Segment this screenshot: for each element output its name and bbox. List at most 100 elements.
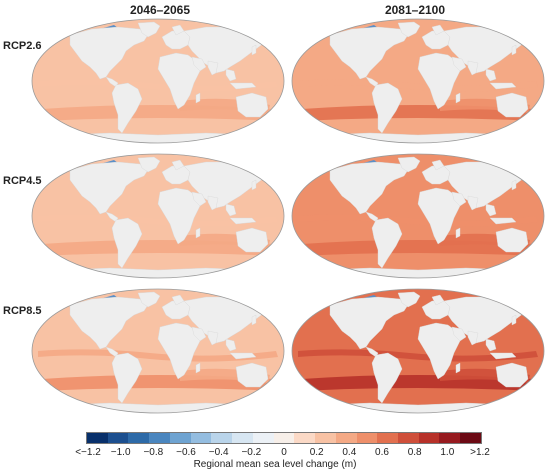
land-southAmerica [371,217,403,269]
colorbar-tick-label: −0.8 [143,447,164,458]
land-seAsia [225,338,237,352]
land-madagascar [455,362,461,374]
land-india [467,60,479,76]
land-southAmerica [111,352,143,404]
ocean-anomaly-band [38,214,278,227]
column-title-2081-2100: 2081–2100 [384,3,446,17]
colorbar-tick-label: 0.6 [375,447,389,458]
land-seAsia [485,338,497,352]
land-greenland [137,21,161,38]
land-newZealand [271,112,277,124]
land-india [207,60,219,76]
colorbar-segment [439,433,461,443]
land-northAmerica [69,26,149,80]
map-rcp85-2081-2100 [290,287,546,415]
row-title-rcp45: RCP4.5 [3,175,42,187]
colorbar-segment [418,433,440,443]
colorbar-segment [149,433,170,443]
land-indonesia [229,82,257,90]
land-southAmerica [371,82,403,134]
colorbar-tick-label: >1.2 [470,447,490,458]
land-india [207,330,219,346]
colorbar-segment [87,433,108,443]
map-rcp85-2046-2065 [30,287,286,415]
land-japan [511,44,517,56]
colorbar-segment [169,433,191,443]
land-japan [251,44,257,56]
colorbar-segment [377,433,399,443]
land-northAmerica [69,161,149,215]
land-greenland [397,156,421,173]
map-rcp45-2081-2100 [290,152,546,280]
colorbar-tick-label: <−1.2 [75,447,101,458]
land-africa [157,52,201,110]
map-rcp26-2081-2100 [290,17,546,145]
land-northAmerica [329,296,409,350]
map-outline [291,288,545,414]
colorbar-segment [128,433,150,443]
land-indonesia [489,82,517,90]
land-australia [235,227,269,253]
land-australia [495,227,529,253]
map-outline [31,288,285,414]
land-africa [157,322,201,380]
row-title-rcp85: RCP8.5 [3,305,42,317]
land-seAsia [225,68,237,82]
land-australia [495,362,529,388]
land-southAmerica [111,217,143,269]
land-india [207,195,219,211]
land-madagascar [455,227,461,239]
colorbar-tick-label: 0.2 [309,447,324,458]
map-outline [291,18,545,144]
colorbar [86,432,482,444]
land-arabia [191,56,207,72]
land-africa [417,52,461,110]
land-northAmerica [329,161,409,215]
land-newZealand [531,382,537,394]
map-rcp26-2046-2065 [30,17,286,145]
land-arabia [451,326,467,342]
ocean-anomaly-band [38,79,278,92]
land-seAsia [485,68,497,82]
land-southAmerica [111,82,143,134]
colorbar-segment [460,433,481,443]
colorbar-tick-label: −0.6 [176,447,196,458]
ocean-anomaly-band [38,349,278,362]
land-newZealand [271,247,277,259]
land-greenland [397,291,421,308]
land-arabia [191,326,207,342]
land-northAmerica [69,296,149,350]
land-newZealand [531,112,537,124]
colorbar-segment [190,433,212,443]
colorbar-tick-label: −1.0 [110,447,131,458]
colorbar-tick-label: 0.4 [342,447,357,458]
land-arabia [451,56,467,72]
land-madagascar [455,92,461,104]
land-australia [235,92,269,118]
colorbar-segment [356,433,378,443]
land-japan [511,314,517,326]
land-india [467,330,479,346]
land-madagascar [195,362,201,374]
colorbar-segment [232,433,253,443]
land-australia [495,92,529,118]
land-australia [235,362,269,388]
colorbar-segment [294,433,316,443]
land-newZealand [531,247,537,259]
colorbar-segment [335,433,357,443]
colorbar-tick-label: −0.4 [208,447,229,458]
land-africa [157,187,201,245]
colorbar-tick-label: 0.8 [407,447,422,458]
land-indonesia [489,217,517,225]
land-seAsia [485,203,497,217]
land-southAmerica [371,352,403,404]
colorbar-segment [273,433,295,443]
column-title-2046-2065: 2046–2065 [129,3,191,17]
map-outline [291,153,545,279]
land-madagascar [195,227,201,239]
land-indonesia [489,352,517,360]
land-seAsia [225,203,237,217]
land-japan [511,179,517,191]
colorbar-tick-label: 0 [281,447,287,458]
land-africa [417,322,461,380]
